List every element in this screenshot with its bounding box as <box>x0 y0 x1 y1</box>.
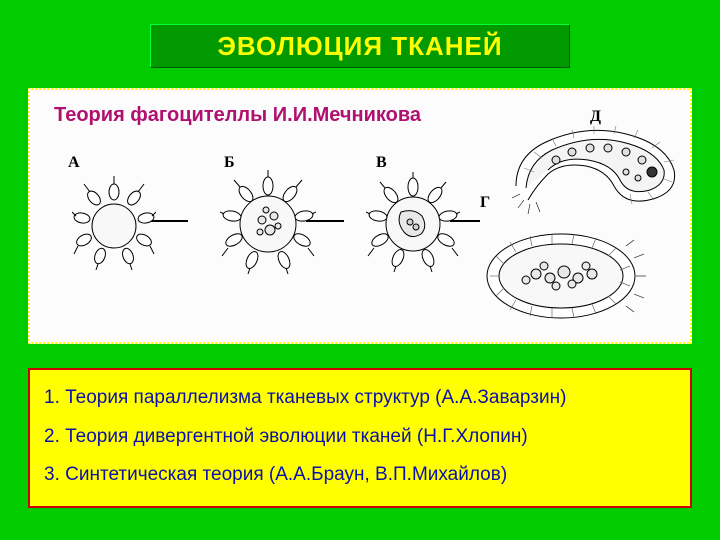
organism-d <box>506 116 686 216</box>
organism-b <box>220 170 316 274</box>
title-bar: ЭВОЛЮЦИЯ ТКАНЕЙ <box>150 24 570 68</box>
organism-a <box>72 176 156 270</box>
theory-item-2: 2. Теория дивергентной эволюции тканей (… <box>44 425 676 450</box>
theory-item-3: 3. Синтетическая теория (А.А.Браун, В.П.… <box>44 463 676 488</box>
organism-g <box>476 226 646 326</box>
theories-panel: 1. Теория параллелизма тканевых структур… <box>28 368 692 508</box>
page-title: ЭВОЛЮЦИЯ ТКАНЕЙ <box>217 31 502 62</box>
label-v: В <box>376 154 387 172</box>
diagram-panel: Теория фагоцителлы И.И.Мечникова А Б В Г… <box>28 88 692 344</box>
label-a: А <box>68 154 80 172</box>
theory-item-1: 1. Теория параллелизма тканевых структур… <box>44 386 676 411</box>
label-g: Г <box>480 194 490 212</box>
diagram-subtitle: Теория фагоцителлы И.И.Мечникова <box>54 104 421 127</box>
organism-v <box>366 172 460 272</box>
